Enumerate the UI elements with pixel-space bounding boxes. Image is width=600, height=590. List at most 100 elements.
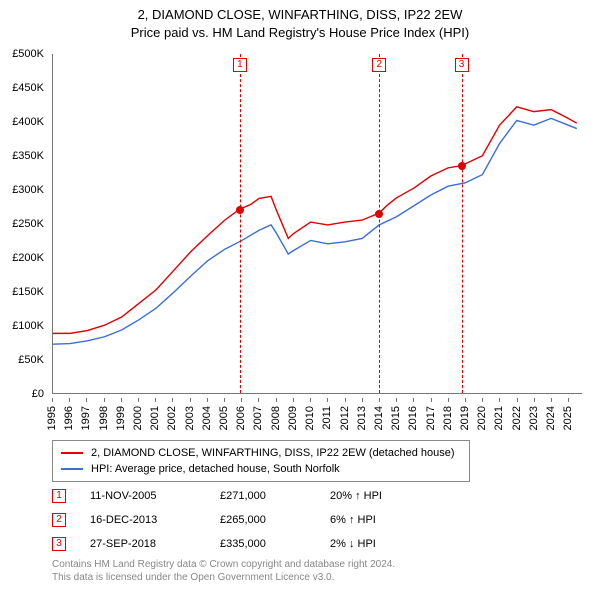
x-tick-label: 2021 [493,406,505,430]
x-tick [207,398,208,402]
x-tick [482,398,483,402]
x-tick-label: 2009 [287,406,299,430]
series-hpi [53,118,577,344]
x-tick-label: 2011 [321,406,333,430]
x-tick [293,398,294,402]
x-tick-label: 2012 [339,406,351,430]
plot-area: 123 [52,54,582,394]
legend-item: HPI: Average price, detached house, Sout… [61,461,461,477]
x-tick [224,398,225,402]
x-tick-label: 2002 [166,406,178,430]
y-tick-label: £200K [12,252,44,264]
y-axis-labels: £0£50K£100K£150K£200K£250K£300K£350K£400… [0,54,48,394]
x-tick-label: 2013 [356,406,368,430]
x-tick [517,398,518,402]
event-row-diff: 6% ↑ HPI [330,514,430,526]
x-tick [465,398,466,402]
x-tick [568,398,569,402]
x-tick-label: 2024 [545,406,557,430]
x-tick-label: 1995 [46,406,58,430]
x-tick-label: 2019 [459,406,471,430]
x-tick [499,398,500,402]
x-tick [448,398,449,402]
event-row-number: 3 [52,537,66,551]
y-tick-label: £250K [12,218,44,230]
x-tick-label: 2010 [304,406,316,430]
event-marker-3 [458,162,466,170]
event-line-1 [240,54,241,393]
event-row: 2 16-DEC-2013£265,0006% ↑ HPI [52,508,430,532]
event-row: 111-NOV-2005£271,00020% ↑ HPI [52,484,430,508]
legend-swatch [61,452,83,454]
y-tick-label: £0 [32,388,44,400]
y-tick-label: £500K [12,48,44,60]
series-price_paid [53,107,577,334]
x-tick [86,398,87,402]
event-box-2: 2 [372,58,386,72]
event-row-diff: 2% ↓ HPI [330,538,430,550]
title-line-2: Price paid vs. HM Land Registry's House … [0,24,600,42]
x-tick-label: 1997 [80,406,92,430]
y-tick-label: £100K [12,320,44,332]
x-tick-label: 2001 [149,406,161,430]
x-tick-label: 2015 [390,406,402,430]
x-tick-label: 1999 [115,406,127,430]
y-tick-label: £50K [18,354,44,366]
x-tick-label: 2022 [511,406,523,430]
event-box-1: 1 [233,58,247,72]
title-line-1: 2, DIAMOND CLOSE, WINFARTHING, DISS, IP2… [0,6,600,24]
x-tick-label: 2005 [218,406,230,430]
x-tick [362,398,363,402]
x-tick [104,398,105,402]
x-tick-label: 2014 [373,406,385,430]
event-row-number: 1 [52,489,66,503]
x-tick-label: 2018 [442,406,454,430]
legend-box: 2, DIAMOND CLOSE, WINFARTHING, DISS, IP2… [52,440,470,482]
footnote-line-1: Contains HM Land Registry data © Crown c… [52,558,395,571]
x-tick-label: 2003 [184,406,196,430]
footnote: Contains HM Land Registry data © Crown c… [52,558,395,584]
x-tick-label: 2017 [425,406,437,430]
title-block: 2, DIAMOND CLOSE, WINFARTHING, DISS, IP2… [0,0,600,41]
x-tick [396,398,397,402]
x-tick [327,398,328,402]
event-line-3 [462,54,463,393]
x-tick [52,398,53,402]
x-tick [551,398,552,402]
x-tick [155,398,156,402]
x-tick-label: 2016 [407,406,419,430]
event-row-date: 16-DEC-2013 [90,514,220,526]
legend-label: HPI: Average price, detached house, Sout… [91,463,340,475]
chart-container: 2, DIAMOND CLOSE, WINFARTHING, DISS, IP2… [0,0,600,590]
x-tick [138,398,139,402]
event-row-number: 2 [52,513,66,527]
y-tick-label: £150K [12,286,44,298]
legend-swatch [61,468,83,470]
chart-svg [53,54,582,393]
x-tick [379,398,380,402]
x-tick [431,398,432,402]
event-marker-2 [375,210,383,218]
x-tick-label: 2008 [270,406,282,430]
x-tick [276,398,277,402]
event-row: 3 27-SEP-2018£335,0002% ↓ HPI [52,532,430,556]
y-tick-label: £350K [12,150,44,162]
footnote-line-2: This data is licensed under the Open Gov… [52,571,395,584]
x-tick [172,398,173,402]
event-row-price: £335,000 [220,538,330,550]
event-marker-1 [236,206,244,214]
y-tick-label: £400K [12,116,44,128]
event-row-date: 11-NOV-2005 [90,490,220,502]
x-tick-label: 1998 [98,406,110,430]
y-tick-label: £450K [12,82,44,94]
legend-label: 2, DIAMOND CLOSE, WINFARTHING, DISS, IP2… [91,447,455,459]
x-tick-label: 2000 [132,406,144,430]
x-tick-label: 2025 [562,406,574,430]
x-tick [413,398,414,402]
x-tick-label: 2004 [201,406,213,430]
legend-item: 2, DIAMOND CLOSE, WINFARTHING, DISS, IP2… [61,445,461,461]
x-tick [121,398,122,402]
event-row-date: 27-SEP-2018 [90,538,220,550]
event-row-price: £265,000 [220,514,330,526]
event-row-diff: 20% ↑ HPI [330,490,430,502]
